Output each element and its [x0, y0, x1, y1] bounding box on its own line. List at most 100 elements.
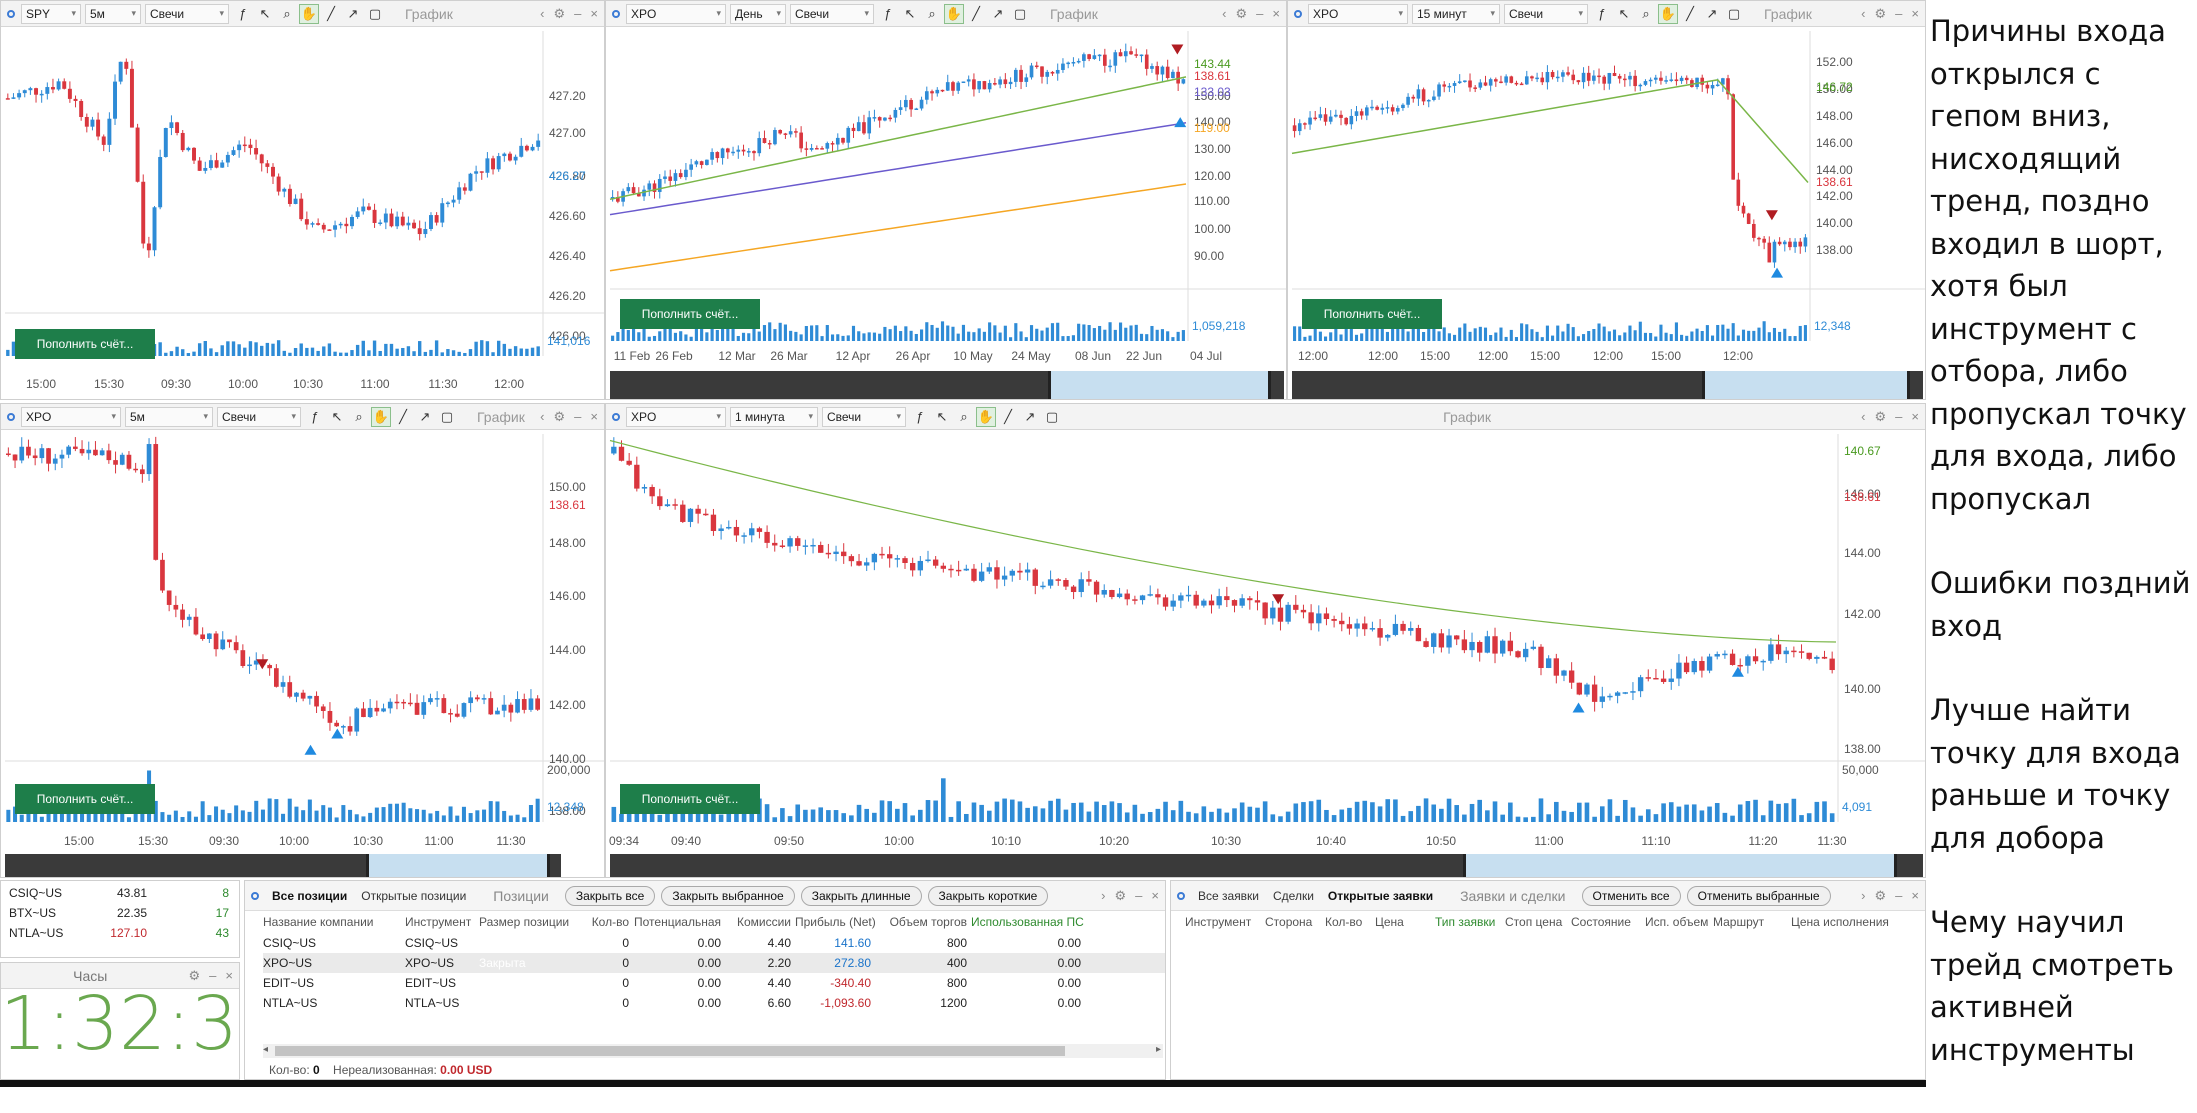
positions-action-button-0[interactable]: Закрыть все: [564, 885, 656, 906]
interval-select[interactable]: 5м ▾: [85, 3, 141, 24]
cursor-icon[interactable]: ↖: [936, 408, 948, 424]
positions-column-header[interactable]: Инструмент: [405, 915, 472, 929]
rectangle-tool-icon[interactable]: ▢: [1013, 5, 1027, 21]
close-icon[interactable]: ×: [1151, 888, 1159, 903]
positions-column-header[interactable]: Прибыль (Net): [795, 915, 875, 929]
positions-column-header[interactable]: Использованная ПС: [971, 915, 1084, 929]
orders-column-header[interactable]: Сторона: [1265, 915, 1313, 929]
chart-type-select[interactable]: Свечи ▾: [217, 406, 301, 427]
chart-canvas[interactable]: [606, 404, 1926, 878]
deposit-button[interactable]: Пополнить счёт...: [620, 784, 760, 814]
orders-column-header[interactable]: Тип заявки: [1435, 915, 1496, 929]
chevron-left-icon[interactable]: ‹: [540, 409, 545, 424]
pin-icon[interactable]: [7, 412, 15, 421]
chart-type-select[interactable]: Свечи ▾: [1504, 3, 1588, 24]
deposit-button[interactable]: Пополнить счёт...: [15, 784, 155, 814]
deposit-button[interactable]: Пополнить счёт...: [620, 299, 760, 329]
interval-select[interactable]: 15 минут ▾: [1412, 3, 1500, 24]
pin-icon[interactable]: [7, 9, 15, 18]
chart-type-select[interactable]: Свечи ▾: [145, 3, 229, 24]
orders-action-button-0[interactable]: Отменить все: [1581, 885, 1681, 906]
interval-select[interactable]: 1 минута ▾: [730, 406, 818, 427]
clock-window-controls[interactable]: ⚙ – ×: [180, 968, 233, 984]
minimize-icon[interactable]: –: [1256, 6, 1264, 21]
zoom-icon[interactable]: ⌕: [283, 5, 291, 21]
positions-action-button-1[interactable]: Закрыть выбранное: [661, 885, 795, 906]
chevron-right-icon[interactable]: ›: [1861, 888, 1866, 903]
gear-icon[interactable]: ⚙: [1874, 887, 1887, 903]
arrow-tool-icon[interactable]: ↗: [1706, 5, 1718, 21]
chart-type-select[interactable]: Свечи ▾: [790, 3, 874, 24]
chevron-left-icon[interactable]: ‹: [1861, 6, 1866, 21]
navigator-window[interactable]: [1048, 371, 1271, 399]
orders-column-header[interactable]: Маршрут: [1713, 915, 1765, 929]
pin-icon[interactable]: [1294, 9, 1302, 18]
close-icon[interactable]: ×: [1911, 409, 1919, 424]
navigator-window[interactable]: [1463, 854, 1897, 877]
chart-canvas[interactable]: [1288, 1, 1926, 400]
positions-action-button-2[interactable]: Закрыть длинные: [800, 885, 922, 906]
orders-action-button-1[interactable]: Отменить выбранные: [1686, 885, 1831, 906]
orders-tab-0[interactable]: Все заявки: [1198, 888, 1260, 903]
horizontal-scrollbar[interactable]: ◂ ▸: [263, 1044, 1163, 1058]
orders-column-header[interactable]: Состояние: [1571, 915, 1631, 929]
orders-column-header[interactable]: Цена: [1375, 915, 1404, 929]
minimize-icon[interactable]: –: [574, 409, 582, 424]
gear-icon[interactable]: ⚙: [553, 408, 566, 424]
rectangle-tool-icon[interactable]: ▢: [368, 5, 382, 21]
minimize-icon[interactable]: –: [1895, 6, 1903, 21]
positions-column-header[interactable]: Объем торгов: [889, 915, 967, 929]
zoom-icon[interactable]: ⌕: [355, 408, 363, 424]
hand-icon[interactable]: ✋: [944, 3, 964, 24]
close-icon[interactable]: ×: [590, 6, 598, 21]
line-tool-icon[interactable]: ╱: [399, 408, 407, 424]
orders-tab-2[interactable]: Открытые заявки: [1327, 888, 1434, 903]
line-tool-icon[interactable]: ╱: [327, 5, 335, 21]
indicators-icon[interactable]: ƒ: [916, 409, 924, 424]
pin-icon[interactable]: [612, 9, 620, 18]
rectangle-tool-icon[interactable]: ▢: [1045, 408, 1059, 424]
arrow-tool-icon[interactable]: ↗: [992, 5, 1004, 21]
watchlist-row[interactable]: NTLA~US 127.10 43: [9, 923, 234, 943]
positions-column-header[interactable]: Размер позиции: [479, 915, 570, 929]
chart-type-select[interactable]: Свечи ▾: [822, 406, 906, 427]
chevron-left-icon[interactable]: ‹: [1861, 409, 1866, 424]
ticker-select[interactable]: SPY ▾: [21, 3, 81, 24]
orders-column-header[interactable]: Исп. объем: [1645, 915, 1709, 929]
positions-tab-1[interactable]: Открытые позиции: [361, 888, 467, 903]
indicators-icon[interactable]: ƒ: [311, 409, 319, 424]
pin-icon[interactable]: [612, 412, 620, 421]
ticker-select[interactable]: XPO ▾: [21, 406, 121, 427]
positions-tab-0[interactable]: Все позиции: [272, 888, 348, 903]
positions-column-header[interactable]: Название компании: [263, 915, 374, 929]
orders-column-header[interactable]: Кол-во: [1325, 915, 1363, 929]
cursor-icon[interactable]: ↖: [331, 408, 343, 424]
close-icon[interactable]: ×: [1911, 6, 1919, 21]
positions-column-header[interactable]: Потенциальная: [634, 915, 721, 929]
line-tool-icon[interactable]: ╱: [1004, 408, 1012, 424]
positions-column-header[interactable]: Кол-во: [591, 915, 629, 929]
time-navigator[interactable]: [1292, 371, 1923, 399]
cursor-icon[interactable]: ↖: [259, 5, 271, 21]
line-tool-icon[interactable]: ╱: [972, 5, 980, 21]
ticker-select[interactable]: XPO ▾: [626, 406, 726, 427]
pin-icon[interactable]: [1177, 891, 1185, 900]
rectangle-tool-icon[interactable]: ▢: [440, 408, 454, 424]
arrow-tool-icon[interactable]: ↗: [1024, 408, 1036, 424]
gear-icon[interactable]: ⚙: [1874, 5, 1887, 21]
zoom-icon[interactable]: ⌕: [960, 408, 968, 424]
minimize-icon[interactable]: –: [574, 6, 582, 21]
hand-icon[interactable]: ✋: [299, 3, 319, 24]
minimize-icon[interactable]: –: [1895, 409, 1903, 424]
gear-icon[interactable]: ⚙: [1114, 887, 1127, 903]
gear-icon[interactable]: ⚙: [553, 5, 566, 21]
interval-select[interactable]: 5м ▾: [125, 406, 213, 427]
close-icon[interactable]: ×: [1911, 888, 1919, 903]
watchlist-row[interactable]: BTX~US 22.35 17: [9, 903, 234, 923]
gear-icon[interactable]: ⚙: [1235, 5, 1248, 21]
rectangle-tool-icon[interactable]: ▢: [1727, 5, 1741, 21]
minimize-icon[interactable]: –: [1895, 888, 1903, 903]
orders-column-header[interactable]: Стоп цена: [1505, 915, 1563, 929]
close-icon[interactable]: ×: [1272, 6, 1280, 21]
line-tool-icon[interactable]: ╱: [1686, 5, 1694, 21]
